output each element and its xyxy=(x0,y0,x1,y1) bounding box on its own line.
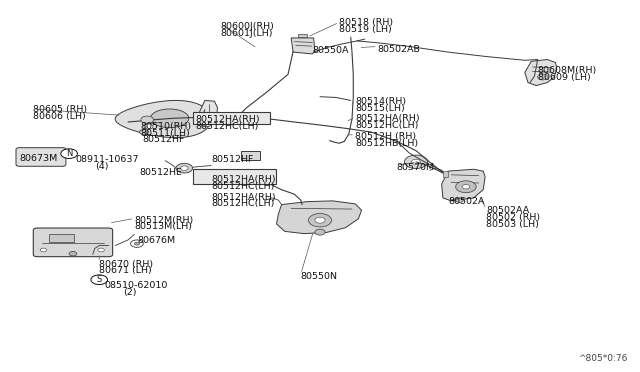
Text: 80514(RH): 80514(RH) xyxy=(355,97,406,106)
Circle shape xyxy=(308,214,332,227)
Text: (4): (4) xyxy=(95,162,108,171)
Circle shape xyxy=(91,275,108,285)
Text: (2): (2) xyxy=(124,288,137,297)
Text: 80609 (LH): 80609 (LH) xyxy=(538,73,590,82)
Text: 80512HC(LH): 80512HC(LH) xyxy=(211,199,275,208)
Text: 80512HC(LH): 80512HC(LH) xyxy=(211,182,275,190)
Bar xyxy=(193,169,276,184)
Circle shape xyxy=(456,198,463,202)
Circle shape xyxy=(462,185,470,189)
Text: 80503 (LH): 80503 (LH) xyxy=(486,220,540,229)
Text: 80570M: 80570M xyxy=(397,163,435,171)
Polygon shape xyxy=(150,109,189,128)
Bar xyxy=(193,112,270,124)
Text: 80550A: 80550A xyxy=(312,46,349,55)
Text: 80502 (RH): 80502 (RH) xyxy=(486,213,541,222)
Circle shape xyxy=(134,242,140,245)
Text: 80513M(LH): 80513M(LH) xyxy=(134,222,193,231)
Circle shape xyxy=(204,122,211,126)
Text: 80608M(RH): 80608M(RH) xyxy=(538,66,597,75)
Bar xyxy=(241,151,260,160)
Text: 80502AB: 80502AB xyxy=(378,45,420,54)
Polygon shape xyxy=(291,38,315,54)
Polygon shape xyxy=(198,100,218,126)
Circle shape xyxy=(40,248,47,252)
Text: 80511(LH): 80511(LH) xyxy=(141,129,191,138)
Text: 80512HA(RH): 80512HA(RH) xyxy=(211,193,276,202)
Text: 80605 (RH): 80605 (RH) xyxy=(33,105,88,114)
Circle shape xyxy=(315,229,325,235)
Text: 80512HE: 80512HE xyxy=(140,168,182,177)
Circle shape xyxy=(456,181,476,193)
Text: 80502A: 80502A xyxy=(448,197,484,206)
Circle shape xyxy=(538,74,548,80)
Text: 80519 (LH): 80519 (LH) xyxy=(339,25,392,33)
Text: 08510-62010: 08510-62010 xyxy=(104,281,168,290)
Text: 80512H (RH): 80512H (RH) xyxy=(355,132,417,141)
Bar xyxy=(49,234,74,242)
Polygon shape xyxy=(115,100,211,138)
Text: 80600J(RH): 80600J(RH) xyxy=(221,22,275,31)
Polygon shape xyxy=(276,201,362,234)
Text: 80512HA(RH): 80512HA(RH) xyxy=(195,115,260,124)
Circle shape xyxy=(404,155,428,169)
Circle shape xyxy=(69,251,77,256)
Text: 80512HB(LH): 80512HB(LH) xyxy=(355,139,419,148)
Text: 80512HC(LH): 80512HC(LH) xyxy=(195,122,259,131)
Circle shape xyxy=(131,240,143,247)
Text: 80512HA(RH): 80512HA(RH) xyxy=(211,175,276,184)
Text: 80515(LH): 80515(LH) xyxy=(355,104,405,113)
Text: 08911-10637: 08911-10637 xyxy=(76,155,139,164)
Circle shape xyxy=(141,116,154,124)
FancyBboxPatch shape xyxy=(16,148,66,166)
Polygon shape xyxy=(443,171,448,177)
Text: 80518 (RH): 80518 (RH) xyxy=(339,18,394,27)
Text: S: S xyxy=(97,275,102,284)
Text: ^805*0:76: ^805*0:76 xyxy=(578,354,627,363)
Text: 80510(RH): 80510(RH) xyxy=(141,122,192,131)
Polygon shape xyxy=(525,60,557,86)
Circle shape xyxy=(144,124,153,129)
Text: 80676M: 80676M xyxy=(138,236,176,245)
Text: N: N xyxy=(66,149,72,158)
Circle shape xyxy=(412,159,420,164)
Text: 80512M(RH): 80512M(RH) xyxy=(134,216,194,225)
Circle shape xyxy=(176,163,193,173)
Text: 80673M: 80673M xyxy=(19,154,58,163)
Polygon shape xyxy=(442,169,485,201)
Text: 80550N: 80550N xyxy=(301,272,338,280)
Circle shape xyxy=(140,129,148,135)
FancyBboxPatch shape xyxy=(33,228,113,257)
Text: 80512HC(LH): 80512HC(LH) xyxy=(355,121,419,130)
Text: 80512HF: 80512HF xyxy=(211,155,253,164)
Polygon shape xyxy=(298,34,307,37)
Text: 80671 (LH): 80671 (LH) xyxy=(99,266,152,275)
Circle shape xyxy=(180,166,188,170)
Text: 80670 (RH): 80670 (RH) xyxy=(99,260,154,269)
Text: 80512HA(RH): 80512HA(RH) xyxy=(355,114,420,123)
Text: 80512HF: 80512HF xyxy=(142,135,184,144)
Circle shape xyxy=(61,149,77,158)
Text: 80601J(LH): 80601J(LH) xyxy=(221,29,273,38)
Circle shape xyxy=(315,217,325,223)
Text: 80502AA: 80502AA xyxy=(486,206,530,215)
Text: 80606 (LH): 80606 (LH) xyxy=(33,112,86,121)
Circle shape xyxy=(98,248,104,252)
